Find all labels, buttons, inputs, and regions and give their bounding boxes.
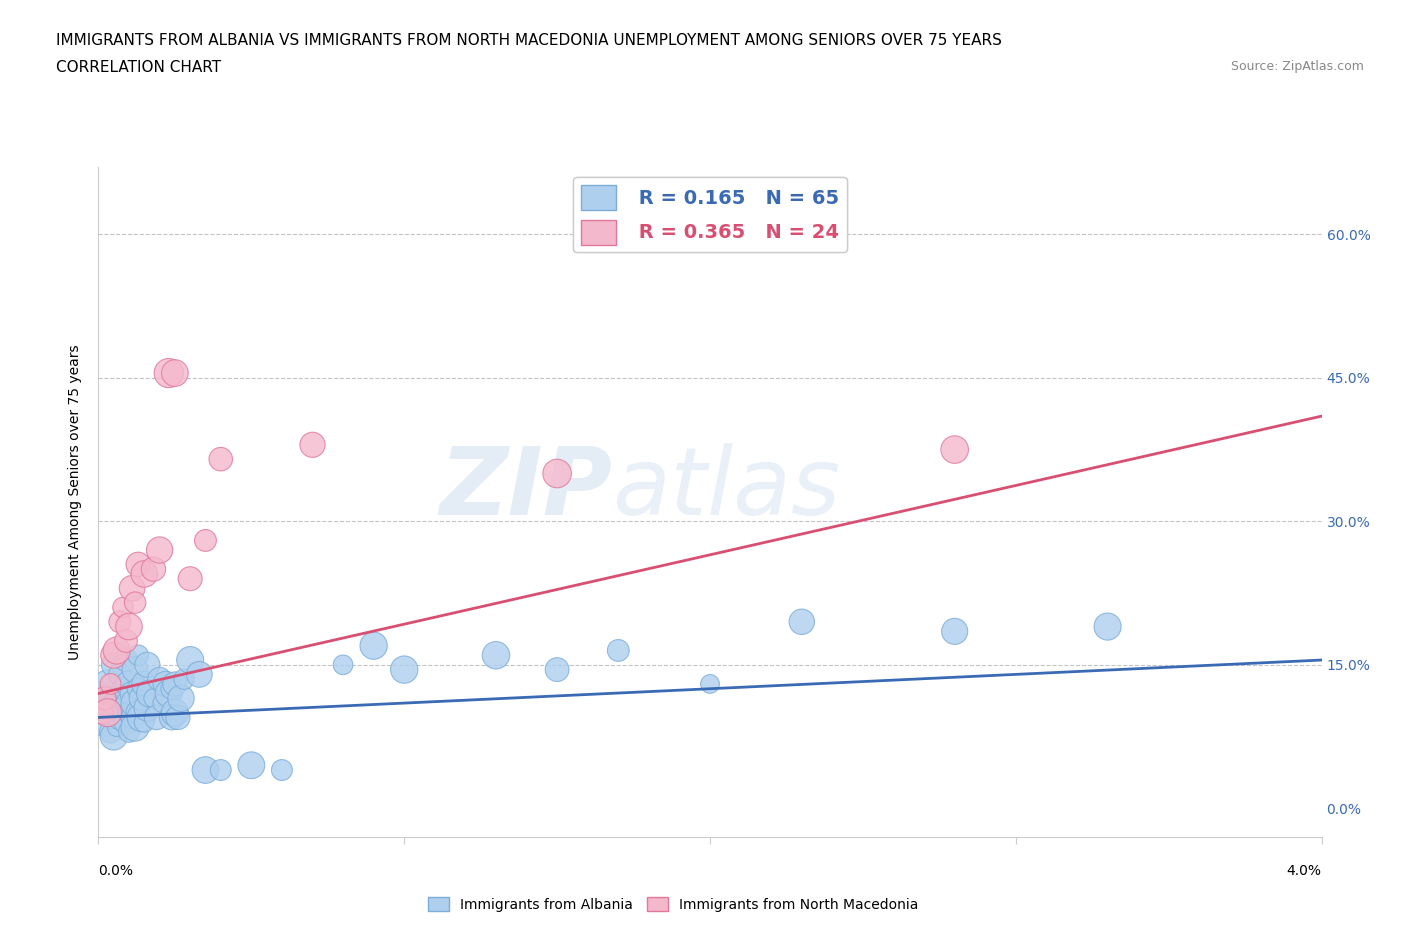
Point [108,615,131,630]
Point [163,365,186,380]
Point [170,691,193,706]
Point [129,691,152,706]
Point [209,763,232,777]
Point [139,686,162,701]
Point [97,700,120,715]
Point [129,710,152,724]
Point [163,705,186,720]
Legend:  R = 0.165   N = 65,  R = 0.365   N = 24: R = 0.165 N = 65, R = 0.365 N = 24 [574,177,846,252]
Point [97,705,120,720]
Point [105,696,128,711]
Point [111,600,134,615]
Point [121,686,143,701]
Point [127,705,149,720]
Text: 4.0%: 4.0% [1286,864,1322,878]
Point [167,710,190,724]
Point [240,758,263,773]
Point [173,671,195,686]
Point [103,658,125,672]
Point [100,724,122,739]
Point [121,710,143,724]
Point [209,452,232,467]
Point [163,676,186,691]
Point [332,658,354,672]
Point [485,648,508,663]
Point [100,691,122,706]
Point [134,715,156,730]
Point [136,700,159,715]
Point [149,542,172,557]
Point [301,437,323,452]
Point [97,676,120,691]
Point [111,700,134,715]
Point [121,581,143,596]
Point [118,724,141,739]
Point [127,648,149,663]
Point [142,562,165,577]
Point [103,648,125,663]
Point [90,686,112,701]
Text: 0.0%: 0.0% [98,864,134,878]
Point [152,696,174,711]
Point [943,442,966,457]
Point [134,566,156,581]
Point [392,662,416,677]
Point [118,619,141,634]
Point [607,643,630,658]
Point [103,729,125,744]
Point [105,643,128,658]
Point [118,676,141,691]
Text: atlas: atlas [612,444,841,535]
Point [115,653,138,668]
Point [136,658,159,672]
Point [111,682,134,697]
Point [108,710,131,724]
Point [194,533,217,548]
Point [179,653,201,668]
Point [124,720,146,735]
Point [118,705,141,720]
Point [145,710,167,724]
Point [943,624,966,639]
Point [790,615,813,630]
Point [127,682,149,697]
Point [160,710,183,724]
Point [124,662,146,677]
Point [105,720,128,735]
Point [115,696,138,711]
Point [142,691,165,706]
Point [1097,619,1119,634]
Point [194,763,217,777]
Point [155,676,177,691]
Point [546,662,568,677]
Point [188,667,211,682]
Point [115,715,138,730]
Point [108,667,131,682]
Point [546,466,568,481]
Text: Source: ZipAtlas.com: Source: ZipAtlas.com [1230,60,1364,73]
Point [149,671,172,686]
Point [157,686,180,701]
Point [160,682,183,697]
Point [127,557,149,572]
Point [115,633,138,648]
Point [157,365,180,380]
Point [100,676,122,691]
Point [363,638,385,653]
Y-axis label: Unemployment Among Seniors over 75 years: Unemployment Among Seniors over 75 years [69,344,83,660]
Point [93,715,115,730]
Point [124,595,146,610]
Point [179,571,201,586]
Point [270,763,294,777]
Point [103,710,125,724]
Text: ZIP: ZIP [439,443,612,535]
Point [124,696,146,711]
Text: CORRELATION CHART: CORRELATION CHART [56,60,221,75]
Text: IMMIGRANTS FROM ALBANIA VS IMMIGRANTS FROM NORTH MACEDONIA UNEMPLOYMENT AMONG SE: IMMIGRANTS FROM ALBANIA VS IMMIGRANTS FR… [56,33,1002,47]
Point [134,676,156,691]
Point [699,676,721,691]
Point [93,691,115,706]
Point [90,705,112,720]
